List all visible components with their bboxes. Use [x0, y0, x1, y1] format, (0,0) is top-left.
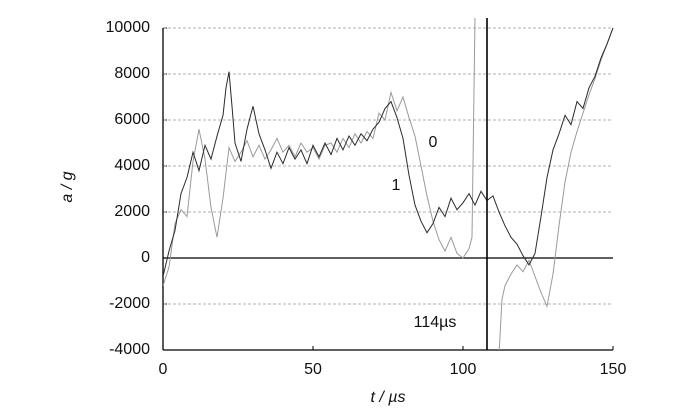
series-label: 1 — [392, 177, 401, 194]
x-tick-label: 0 — [159, 361, 168, 378]
series-line — [163, 18, 614, 350]
series-line — [163, 27, 614, 277]
annotation: 114µs — [414, 314, 457, 331]
series-label: 0 — [429, 134, 438, 151]
y-tick-label: 8000 — [114, 65, 150, 82]
y-tick-label: 0 — [141, 249, 150, 266]
y-tick-label: 4000 — [114, 157, 150, 174]
x-axis-label: t / µs — [371, 389, 406, 406]
y-tick-label: 2000 — [114, 203, 150, 220]
y-tick-label: 10000 — [106, 19, 151, 36]
y-tick-label: 6000 — [114, 111, 150, 128]
x-tick-label: 150 — [600, 361, 627, 378]
x-tick-label: 100 — [450, 361, 477, 378]
y-axis-label: a / g — [59, 171, 76, 202]
y-tick-label: -2000 — [109, 295, 150, 312]
x-tick-label: 50 — [304, 361, 322, 378]
y-tick-label: -4000 — [109, 341, 150, 358]
